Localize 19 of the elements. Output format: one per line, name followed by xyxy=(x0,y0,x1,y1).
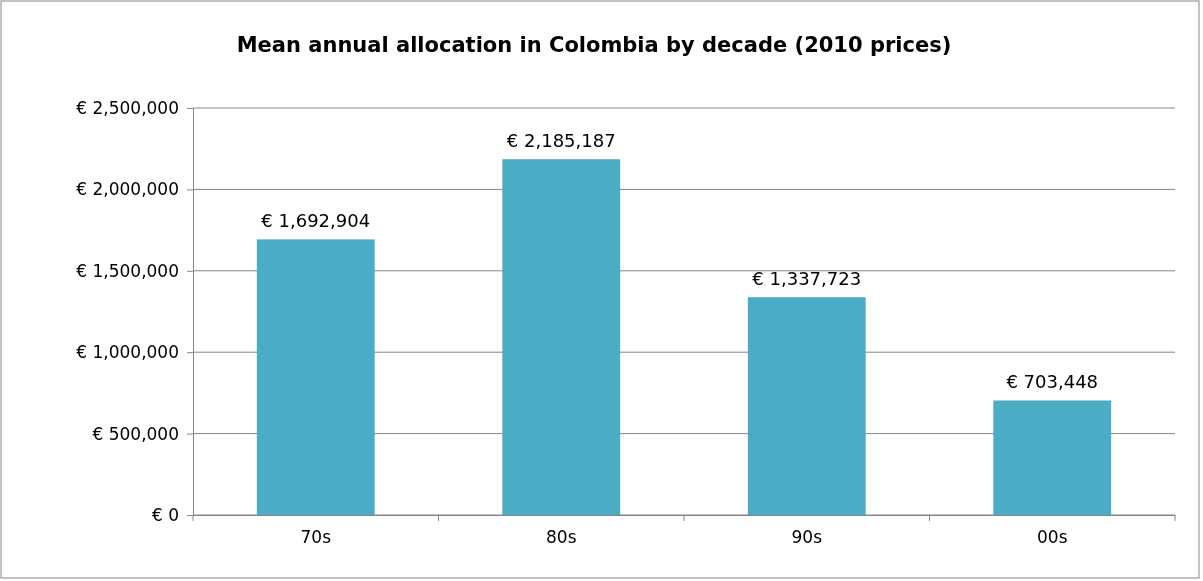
y-tick-label: € 2,000,000 xyxy=(76,179,179,200)
y-tick-label: € 2,500,000 xyxy=(76,97,179,118)
y-tick-label: € 0 xyxy=(151,504,179,525)
x-tick-label: 70s xyxy=(300,527,332,548)
bar xyxy=(256,239,375,515)
bar xyxy=(993,400,1112,515)
data-label: € 1,692,904 xyxy=(261,210,371,232)
x-tick-label: 90s xyxy=(791,527,823,548)
x-tick-label: 80s xyxy=(546,527,577,548)
x-tick-label: 00s xyxy=(1037,527,1068,548)
y-tick-label: € 1,500,000 xyxy=(76,260,179,281)
y-tick-label: € 1,000,000 xyxy=(76,342,179,363)
chart-title: Mean annual allocation in Colombia by decade (2010 prices) xyxy=(236,33,952,57)
y-tick-label: € 500,000 xyxy=(92,423,179,444)
data-label: € 1,337,723 xyxy=(752,268,862,290)
bar xyxy=(747,297,866,515)
bar xyxy=(502,159,621,515)
data-label: € 2,185,187 xyxy=(506,130,616,152)
data-label: € 703,448 xyxy=(1006,371,1099,393)
